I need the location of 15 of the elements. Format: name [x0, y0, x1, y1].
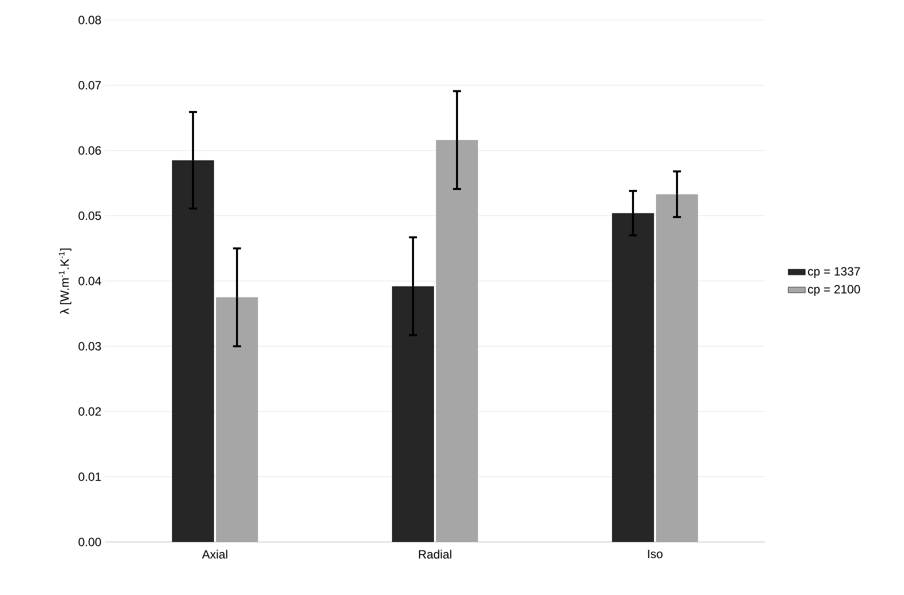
y-axis-title: λ [W.m$^{-1}$.K$^{-1}$] — [58, 248, 72, 314]
x-tick-label: Radial — [418, 550, 452, 559]
y-tick-label: 0.01 — [78, 472, 101, 481]
y-tick-label: 0.06 — [78, 146, 101, 155]
y-tick-label: 0.04 — [78, 276, 102, 286]
legend-label: cp = 1337 — [808, 267, 860, 278]
y-tick-label: 0.07 — [78, 81, 101, 90]
y-tick-label: 0.05 — [78, 212, 101, 220]
x-tick-label: Axial — [202, 550, 228, 559]
y-tick-label: 0.02 — [78, 407, 101, 416]
y-tick-label: 0.08 — [78, 16, 101, 24]
y-tick-label: 0.03 — [78, 342, 101, 350]
y-tick-label: 0.00 — [78, 538, 102, 546]
legend-label: cp = 2100 — [808, 285, 860, 296]
x-tick-label: Iso — [648, 550, 662, 558]
